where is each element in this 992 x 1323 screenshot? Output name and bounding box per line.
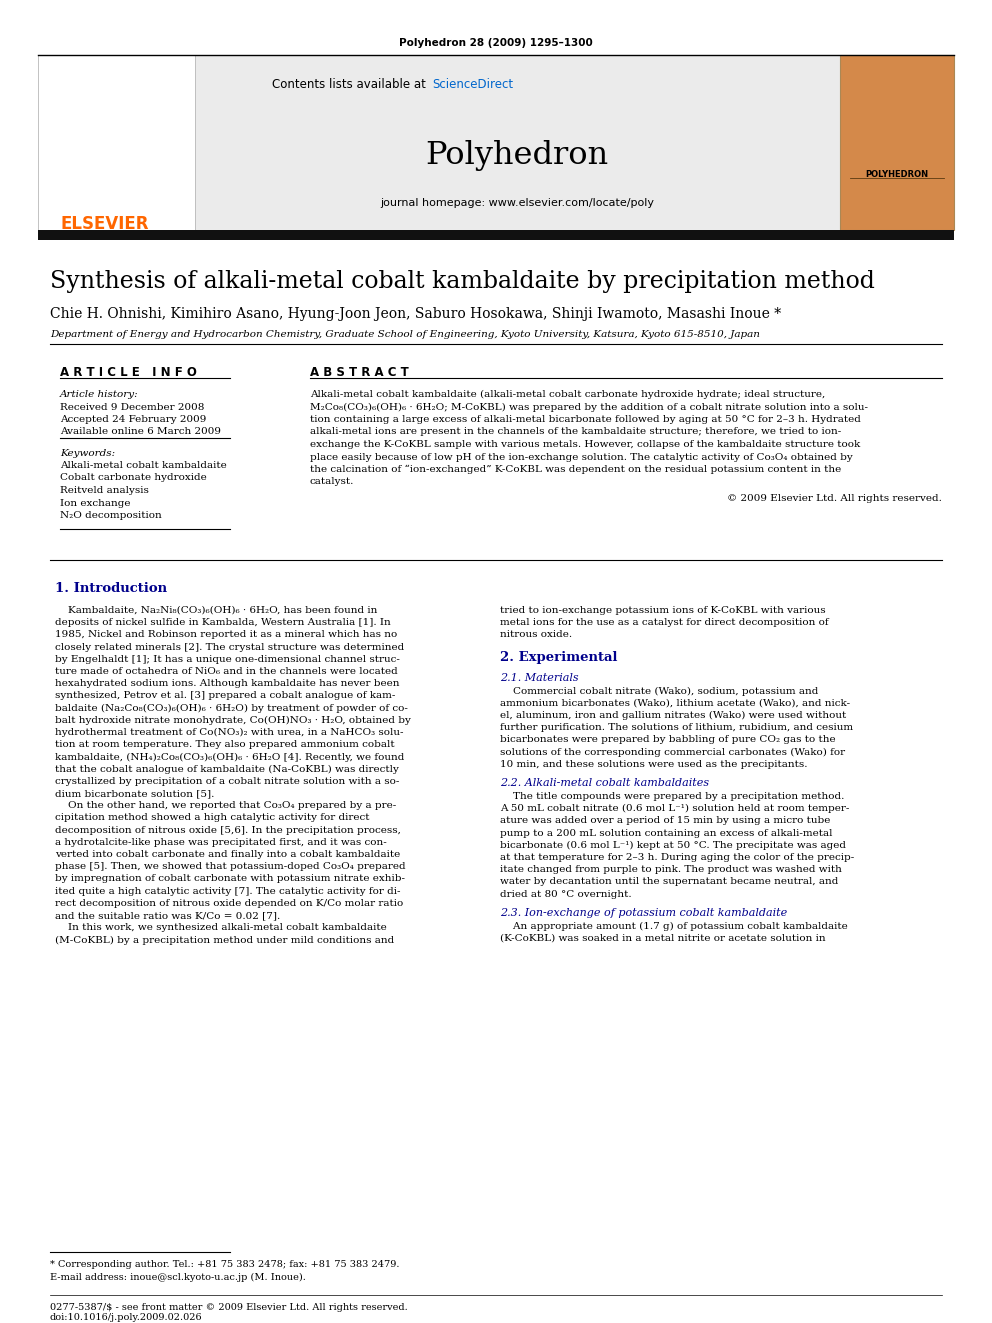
Text: N₂O decomposition: N₂O decomposition xyxy=(60,511,162,520)
Text: Reitveld analysis: Reitveld analysis xyxy=(60,486,149,495)
Text: On the other hand, we reported that Co₃O₄ prepared by a pre-: On the other hand, we reported that Co₃O… xyxy=(55,802,396,810)
Text: metal ions for the use as a catalyst for direct decomposition of: metal ions for the use as a catalyst for… xyxy=(500,618,828,627)
Text: cipitation method showed a high catalytic activity for direct: cipitation method showed a high catalyti… xyxy=(55,814,369,823)
Text: A B S T R A C T: A B S T R A C T xyxy=(310,366,409,378)
Text: by Engelhaldt [1]; It has a unique one-dimensional channel struc-: by Engelhaldt [1]; It has a unique one-d… xyxy=(55,655,400,664)
Text: Chie H. Ohnishi, Kimihiro Asano, Hyung-Joon Jeon, Saburo Hosokawa, Shinji Iwamot: Chie H. Ohnishi, Kimihiro Asano, Hyung-J… xyxy=(50,307,781,321)
Text: pump to a 200 mL solution containing an excess of alkali-metal: pump to a 200 mL solution containing an … xyxy=(500,828,832,837)
Text: Alkali-metal cobalt kambaldaite (alkali-metal cobalt carbonate hydroxide hydrate: Alkali-metal cobalt kambaldaite (alkali-… xyxy=(310,390,825,400)
Text: deposits of nickel sulfide in Kambalda, Western Australia [1]. In: deposits of nickel sulfide in Kambalda, … xyxy=(55,618,391,627)
Text: kambaldaite, (NH₄)₂Co₈(CO₃)₆(OH)₆ · 6H₂O [4]. Recently, we found: kambaldaite, (NH₄)₂Co₈(CO₃)₆(OH)₆ · 6H₂O… xyxy=(55,753,405,762)
Text: ature was added over a period of 15 min by using a micro tube: ature was added over a period of 15 min … xyxy=(500,816,830,826)
Text: 2.3. Ion-exchange of potassium cobalt kambaldaite: 2.3. Ion-exchange of potassium cobalt ka… xyxy=(500,908,788,918)
Text: (M-CoKBL) by a precipitation method under mild conditions and: (M-CoKBL) by a precipitation method unde… xyxy=(55,935,394,945)
Text: phase [5]. Then, we showed that potassium-doped Co₃O₄ prepared: phase [5]. Then, we showed that potassiu… xyxy=(55,863,406,872)
Text: solutions of the corresponding commercial carbonates (Wako) for: solutions of the corresponding commercia… xyxy=(500,747,845,757)
Text: ammonium bicarbonates (Wako), lithium acetate (Wako), and nick-: ammonium bicarbonates (Wako), lithium ac… xyxy=(500,699,850,708)
Text: Kambaldaite, Na₂Ni₈(CO₃)₆(OH)₆ · 6H₂O, has been found in: Kambaldaite, Na₂Ni₈(CO₃)₆(OH)₆ · 6H₂O, h… xyxy=(55,606,377,615)
Text: Article history:: Article history: xyxy=(60,390,139,400)
Text: hexahydrated sodium ions. Although kambaldaite has never been: hexahydrated sodium ions. Although kamba… xyxy=(55,679,400,688)
Text: exchange the K-CoKBL sample with various metals. However, collapse of the kambal: exchange the K-CoKBL sample with various… xyxy=(310,441,860,448)
Text: ited quite a high catalytic activity [7]. The catalytic activity for di-: ited quite a high catalytic activity [7]… xyxy=(55,886,401,896)
Text: (K-CoKBL) was soaked in a metal nitrite or acetate solution in: (K-CoKBL) was soaked in a metal nitrite … xyxy=(500,934,825,943)
Text: The title compounds were prepared by a precipitation method.: The title compounds were prepared by a p… xyxy=(500,792,844,800)
Text: Alkali-metal cobalt kambaldaite: Alkali-metal cobalt kambaldaite xyxy=(60,460,227,470)
Text: Accepted 24 February 2009: Accepted 24 February 2009 xyxy=(60,415,206,423)
Text: journal homepage: www.elsevier.com/locate/poly: journal homepage: www.elsevier.com/locat… xyxy=(380,198,654,208)
Text: An appropriate amount (1.7 g) of potassium cobalt kambaldaite: An appropriate amount (1.7 g) of potassi… xyxy=(500,922,848,931)
Text: 0277-5387/$ - see front matter © 2009 Elsevier Ltd. All rights reserved.: 0277-5387/$ - see front matter © 2009 El… xyxy=(50,1303,408,1312)
Text: tion containing a large excess of alkali-metal bicarbonate followed by aging at : tion containing a large excess of alkali… xyxy=(310,415,861,423)
Bar xyxy=(195,56,840,230)
Text: el, aluminum, iron and gallium nitrates (Wako) were used without: el, aluminum, iron and gallium nitrates … xyxy=(500,710,846,720)
Text: 2.1. Materials: 2.1. Materials xyxy=(500,672,578,683)
Text: 10 min, and these solutions were used as the precipitants.: 10 min, and these solutions were used as… xyxy=(500,759,807,769)
Text: * Corresponding author. Tel.: +81 75 383 2478; fax: +81 75 383 2479.: * Corresponding author. Tel.: +81 75 383… xyxy=(50,1259,400,1269)
Text: and the suitable ratio was K/Co = 0.02 [7].: and the suitable ratio was K/Co = 0.02 [… xyxy=(55,912,281,919)
Text: catalyst.: catalyst. xyxy=(310,478,354,487)
Text: Commercial cobalt nitrate (Wako), sodium, potassium and: Commercial cobalt nitrate (Wako), sodium… xyxy=(500,687,818,696)
Text: a hydrotalcite-like phase was precipitated first, and it was con-: a hydrotalcite-like phase was precipitat… xyxy=(55,837,387,847)
Text: 1985, Nickel and Robinson reported it as a mineral which has no: 1985, Nickel and Robinson reported it as… xyxy=(55,630,397,639)
Text: closely related minerals [2]. The crystal structure was determined: closely related minerals [2]. The crysta… xyxy=(55,643,405,652)
Text: ELSEVIER: ELSEVIER xyxy=(60,216,149,233)
Text: 2. Experimental: 2. Experimental xyxy=(500,651,617,664)
Text: dium bicarbonate solution [5].: dium bicarbonate solution [5]. xyxy=(55,789,214,798)
Text: ScienceDirect: ScienceDirect xyxy=(432,78,513,91)
Text: Available online 6 March 2009: Available online 6 March 2009 xyxy=(60,427,221,437)
Text: E-mail address: inoue@scl.kyoto-u.ac.jp (M. Inoue).: E-mail address: inoue@scl.kyoto-u.ac.jp … xyxy=(50,1273,306,1282)
Text: 2.2. Alkali-metal cobalt kambaldaites: 2.2. Alkali-metal cobalt kambaldaites xyxy=(500,778,709,789)
Text: Synthesis of alkali-metal cobalt kambaldaite by precipitation method: Synthesis of alkali-metal cobalt kambald… xyxy=(50,270,875,292)
Text: doi:10.1016/j.poly.2009.02.026: doi:10.1016/j.poly.2009.02.026 xyxy=(50,1312,202,1322)
Text: Cobalt carbonate hydroxide: Cobalt carbonate hydroxide xyxy=(60,474,206,483)
Text: bicarbonates were prepared by babbling of pure CO₂ gas to the: bicarbonates were prepared by babbling o… xyxy=(500,736,835,745)
Text: Received 9 December 2008: Received 9 December 2008 xyxy=(60,404,204,411)
Text: crystallized by precipitation of a cobalt nitrate solution with a so-: crystallized by precipitation of a cobal… xyxy=(55,777,400,786)
Text: nitrous oxide.: nitrous oxide. xyxy=(500,630,572,639)
Text: In this work, we synthesized alkali-metal cobalt kambaldaite: In this work, we synthesized alkali-meta… xyxy=(55,923,387,933)
Text: Ion exchange: Ion exchange xyxy=(60,499,131,508)
Bar xyxy=(38,230,954,239)
Text: 1. Introduction: 1. Introduction xyxy=(55,582,167,595)
Text: that the cobalt analogue of kambaldaite (Na-CoKBL) was directly: that the cobalt analogue of kambaldaite … xyxy=(55,765,399,774)
Text: rect decomposition of nitrous oxide depended on K/Co molar ratio: rect decomposition of nitrous oxide depe… xyxy=(55,898,404,908)
Text: A 50 mL cobalt nitrate (0.6 mol L⁻¹) solution held at room temper-: A 50 mL cobalt nitrate (0.6 mol L⁻¹) sol… xyxy=(500,804,849,814)
Text: alkali-metal ions are present in the channels of the kambaldaite structure; ther: alkali-metal ions are present in the cha… xyxy=(310,427,841,437)
Text: verted into cobalt carbonate and finally into a cobalt kambaldaite: verted into cobalt carbonate and finally… xyxy=(55,849,400,859)
Text: synthesized, Petrov et al. [3] prepared a cobalt analogue of kam-: synthesized, Petrov et al. [3] prepared … xyxy=(55,692,396,700)
Text: baldaite (Na₂Co₈(CO₃)₆(OH)₆ · 6H₂O) by treatment of powder of co-: baldaite (Na₂Co₈(CO₃)₆(OH)₆ · 6H₂O) by t… xyxy=(55,704,408,713)
Text: tion at room temperature. They also prepared ammonium cobalt: tion at room temperature. They also prep… xyxy=(55,740,395,749)
Text: © 2009 Elsevier Ltd. All rights reserved.: © 2009 Elsevier Ltd. All rights reserved… xyxy=(727,493,942,503)
Text: tried to ion-exchange potassium ions of K-CoKBL with various: tried to ion-exchange potassium ions of … xyxy=(500,606,825,615)
Text: ture made of octahedra of NiO₆ and in the channels were located: ture made of octahedra of NiO₆ and in th… xyxy=(55,667,398,676)
Text: Polyhedron: Polyhedron xyxy=(426,140,608,171)
Text: dried at 80 °C overnight.: dried at 80 °C overnight. xyxy=(500,889,632,898)
Text: the calcination of “ion-exchanged” K-CoKBL was dependent on the residual potassi: the calcination of “ion-exchanged” K-CoK… xyxy=(310,464,841,475)
Text: balt hydroxide nitrate monohydrate, Co(OH)NO₃ · H₂O, obtained by: balt hydroxide nitrate monohydrate, Co(O… xyxy=(55,716,411,725)
Text: further purification. The solutions of lithium, rubidium, and cesium: further purification. The solutions of l… xyxy=(500,724,853,732)
Text: bicarbonate (0.6 mol L⁻¹) kept at 50 °C. The precipitate was aged: bicarbonate (0.6 mol L⁻¹) kept at 50 °C.… xyxy=(500,841,846,849)
Text: Department of Energy and Hydrocarbon Chemistry, Graduate School of Engineering, : Department of Energy and Hydrocarbon Che… xyxy=(50,329,760,339)
Text: A R T I C L E   I N F O: A R T I C L E I N F O xyxy=(60,366,196,378)
Text: Polyhedron 28 (2009) 1295–1300: Polyhedron 28 (2009) 1295–1300 xyxy=(399,38,593,48)
Text: POLYHEDRON: POLYHEDRON xyxy=(865,169,929,179)
Text: Contents lists available at: Contents lists available at xyxy=(273,78,430,91)
Bar xyxy=(840,56,954,230)
Text: itate changed from purple to pink. The product was washed with: itate changed from purple to pink. The p… xyxy=(500,865,842,875)
Text: place easily because of low pH of the ion-exchange solution. The catalytic activ: place easily because of low pH of the io… xyxy=(310,452,853,462)
Bar xyxy=(38,56,195,230)
Text: water by decantation until the supernatant became neutral, and: water by decantation until the supernata… xyxy=(500,877,838,886)
Text: decomposition of nitrous oxide [5,6]. In the precipitation process,: decomposition of nitrous oxide [5,6]. In… xyxy=(55,826,401,835)
Text: hydrothermal treatment of Co(NO₃)₂ with urea, in a NaHCO₃ solu-: hydrothermal treatment of Co(NO₃)₂ with … xyxy=(55,728,404,737)
Text: at that temperature for 2–3 h. During aging the color of the precip-: at that temperature for 2–3 h. During ag… xyxy=(500,853,854,863)
Text: M₂Co₈(CO₃)₆(OH)₆ · 6H₂O; M-CoKBL) was prepared by the addition of a cobalt nitra: M₂Co₈(CO₃)₆(OH)₆ · 6H₂O; M-CoKBL) was pr… xyxy=(310,402,868,411)
Text: by impregnation of cobalt carbonate with potassium nitrate exhib-: by impregnation of cobalt carbonate with… xyxy=(55,875,405,884)
Text: Keywords:: Keywords: xyxy=(60,448,115,458)
